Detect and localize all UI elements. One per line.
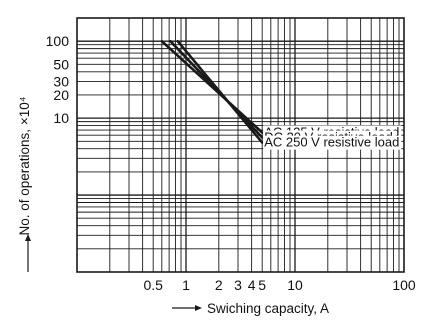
x-tick-label: 1 [182,277,190,293]
y-tick-label: 30 [53,73,69,89]
x-tick-label: 3 [234,277,242,293]
y-tick-label: 50 [53,56,69,72]
x-axis-arrowhead [195,305,202,311]
x-tick-label: 5 [258,277,266,293]
annotations: AC 125 V resistive loadDC 30 V resistive… [263,125,402,150]
y-axis-title-group: No. of operations, ×10⁴ [17,96,32,272]
x-axis-title-group: Swiching capacity, A [172,301,329,316]
series-line-3 [176,39,264,144]
annotation-bg [263,135,402,150]
x-tick-label: 0.5 [143,277,163,293]
y-axis-title: No. of operations, ×10⁴ [17,96,32,235]
y-tick-label: 10 [53,110,69,126]
x-tick-label: 10 [287,277,303,293]
series-lines [160,39,264,144]
y-tick-label: 100 [46,33,70,49]
series-line-1 [160,39,264,134]
y-tick-label: 20 [53,87,69,103]
y-axis-arrowhead [25,234,31,241]
x-tick-label: 2 [215,277,223,293]
x-tick-label: 100 [392,277,416,293]
annotation-label: AC 250 V resistive load [264,135,399,150]
x-tick-label: 4 [248,277,256,293]
x-axis-title: Swiching capacity, A [207,301,329,316]
